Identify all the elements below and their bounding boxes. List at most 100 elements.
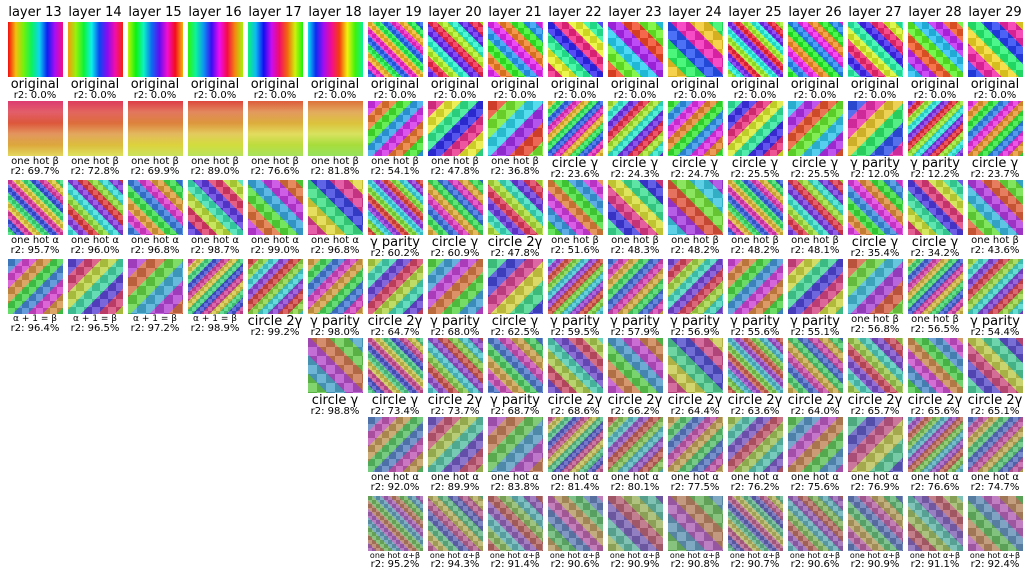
cell-label: one hot α+β — [729, 551, 781, 560]
cell-label: one hot β — [911, 314, 959, 325]
thumbnail — [788, 180, 843, 235]
cell-label: circle 2γ — [787, 393, 843, 408]
r2-label: r2: 59.5% — [550, 327, 600, 338]
cell-label: γ parity — [430, 314, 480, 329]
cell-label: circle γ — [431, 235, 479, 250]
cell-label: one hot α — [911, 472, 959, 483]
cell-label: original — [550, 77, 600, 92]
cell-label: one hot α — [491, 472, 539, 483]
thumbnail — [68, 180, 123, 235]
thumbnail — [8, 259, 63, 314]
cell-label: circle 2γ — [487, 235, 543, 250]
r2-label: r2: 72.8% — [70, 166, 120, 177]
r2-label: r2: 55.1% — [790, 327, 840, 338]
cell-label: circle γ — [611, 156, 659, 171]
thumbnail — [8, 180, 63, 235]
thumbnail — [728, 101, 783, 156]
r2-label: r2: 98.7% — [190, 245, 240, 256]
r2-label: r2: 90.9% — [850, 559, 900, 570]
cell-label: circle 2γ — [967, 393, 1023, 408]
thumbnail — [428, 259, 483, 314]
cell-label: original — [490, 77, 540, 92]
thumbnail — [608, 180, 663, 235]
thumbnail — [728, 259, 783, 314]
cell-label: one hot β — [551, 235, 599, 246]
r2-label: r2: 0.0% — [13, 90, 57, 101]
thumbnail — [788, 22, 843, 77]
r2-label: r2: 57.9% — [610, 327, 660, 338]
r2-label: r2: 36.8% — [490, 166, 540, 177]
thumbnail — [908, 180, 963, 235]
column-title: layer 20 — [428, 5, 482, 20]
r2-label: r2: 76.2% — [730, 482, 780, 493]
thumbnail — [8, 22, 63, 77]
r2-label: r2: 96.0% — [70, 245, 120, 256]
r2-label: r2: 25.5% — [790, 169, 840, 180]
cell-label: original — [70, 77, 120, 92]
cell-label: α + 1 = β — [133, 314, 177, 324]
thumbnail — [728, 496, 783, 551]
r2-label: r2: 56.5% — [910, 324, 960, 335]
cell-label: one hot β — [131, 156, 179, 167]
cell-label: circle 2γ — [547, 393, 603, 408]
thumbnail — [368, 417, 423, 472]
cell-label: α + 1 = β — [193, 314, 237, 324]
thumbnail — [548, 496, 603, 551]
thumbnail — [788, 259, 843, 314]
r2-label: r2: 75.6% — [790, 482, 840, 493]
r2-label: r2: 0.0% — [793, 90, 837, 101]
thumbnail — [608, 101, 663, 156]
cell-label: circle 2γ — [427, 393, 483, 408]
cell-label: original — [850, 77, 900, 92]
cell-label: γ parity — [370, 235, 420, 250]
r2-label: r2: 47.8% — [430, 166, 480, 177]
cell-label: circle γ — [491, 314, 539, 329]
thumbnail — [308, 338, 363, 393]
cell-label: original — [190, 77, 240, 92]
thumbnail — [848, 101, 903, 156]
r2-label: r2: 56.9% — [670, 327, 720, 338]
r2-label: r2: 54.1% — [370, 166, 420, 177]
cell-label: one hot α+β — [609, 551, 661, 560]
r2-label: r2: 51.6% — [550, 245, 600, 256]
thumbnail — [188, 180, 243, 235]
thumbnail — [608, 338, 663, 393]
cell-label: original — [970, 77, 1020, 92]
thumbnail — [548, 101, 603, 156]
cell-label: original — [730, 77, 780, 92]
thumbnail — [728, 338, 783, 393]
cell-label: circle 2γ — [847, 393, 903, 408]
cell-label: one hot α+β — [549, 551, 601, 560]
thumbnail — [788, 338, 843, 393]
cell-label: one hot β — [311, 156, 359, 167]
r2-label: r2: 96.4% — [10, 323, 60, 334]
cell-label: circle γ — [731, 156, 779, 171]
r2-label: r2: 35.4% — [850, 248, 900, 259]
thumbnail — [968, 22, 1023, 77]
cell-label: one hot β — [191, 156, 239, 167]
cell-label: circle γ — [791, 156, 839, 171]
thumbnail — [968, 417, 1023, 472]
cell-label: one hot β — [851, 314, 899, 325]
cell-label: circle 2γ — [907, 393, 963, 408]
r2-label: r2: 23.6% — [550, 169, 600, 180]
r2-label: r2: 98.9% — [190, 323, 240, 334]
cell-label: one hot β — [371, 156, 419, 167]
r2-label: r2: 74.7% — [970, 482, 1020, 493]
r2-label: r2: 76.9% — [850, 482, 900, 493]
column-title: layer 26 — [788, 5, 842, 20]
thumbnail — [308, 22, 363, 77]
cell-label: α + 1 = β — [73, 314, 117, 324]
cell-label: γ parity — [670, 314, 720, 329]
cell-label: γ parity — [730, 314, 780, 329]
thumbnail — [968, 180, 1023, 235]
r2-label: r2: 68.0% — [430, 327, 480, 338]
r2-label: r2: 0.0% — [913, 90, 957, 101]
r2-label: r2: 60.2% — [370, 248, 420, 259]
thumbnail — [188, 22, 243, 77]
thumbnail — [248, 180, 303, 235]
thumbnail — [548, 259, 603, 314]
cell-label: circle γ — [851, 235, 899, 250]
r2-label: r2: 97.2% — [130, 323, 180, 334]
r2-label: r2: 48.3% — [610, 245, 660, 256]
